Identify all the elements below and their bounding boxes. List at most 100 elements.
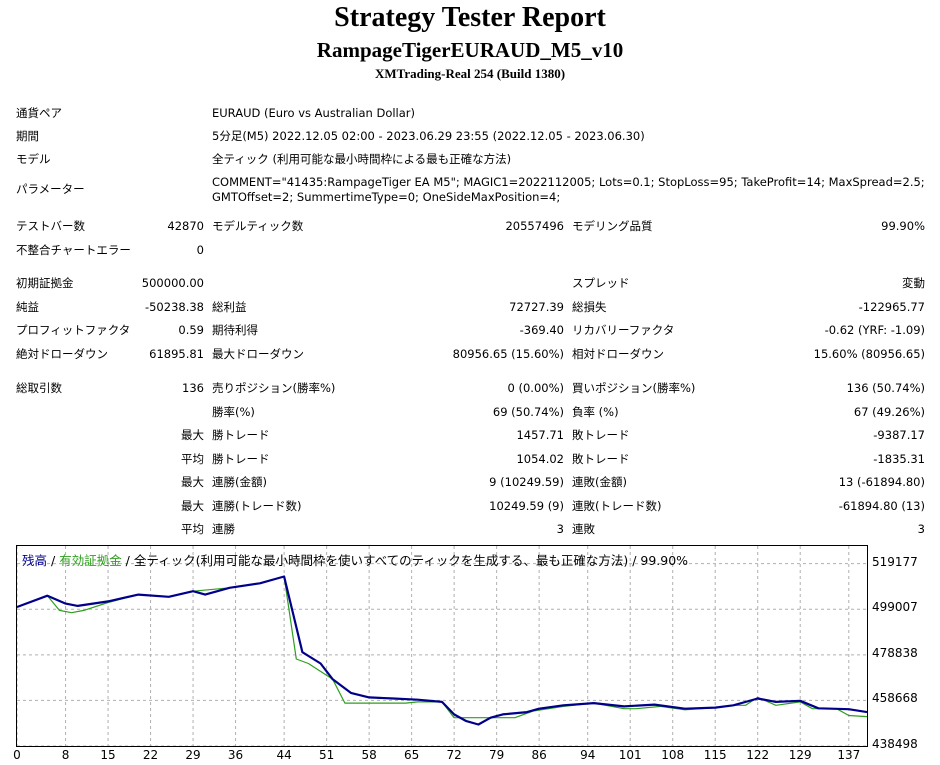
x-tick-label: 15 xyxy=(100,748,116,762)
x-tick-label: 94 xyxy=(580,748,596,762)
x-tick-label: 44 xyxy=(276,748,292,762)
expected-value: -369.40 xyxy=(519,323,564,337)
max-cons-wins-label: 連勝(金額) xyxy=(212,475,267,489)
balance-chart xyxy=(16,546,868,747)
y-tick-label: 438498 xyxy=(872,737,918,751)
expected-label: 期待利得 xyxy=(212,323,258,337)
max-cons-profit-value: 10249.59 (9) xyxy=(489,499,564,513)
y-tick-label: 458668 xyxy=(872,691,918,706)
x-tick-label: 115 xyxy=(703,748,727,762)
x-tick-label: 36 xyxy=(227,748,244,762)
x-tick-label: 86 xyxy=(531,748,547,762)
largest-loss-value: -9387.17 xyxy=(873,428,925,442)
x-tick-label: 122 xyxy=(746,748,770,762)
params-line1: COMMENT="41435:RampageTiger EA M5"; MAGI… xyxy=(212,175,925,189)
spread-label: スプレッド xyxy=(572,276,630,290)
x-tick-label: 129 xyxy=(788,748,812,762)
balance-chart-frame xyxy=(16,545,868,747)
x-tick-label: 58 xyxy=(361,748,377,762)
gross-loss-label: 総損失 xyxy=(572,300,607,314)
deposit-label: 初期証拠金 xyxy=(16,276,74,290)
pf-value: 0.59 xyxy=(178,323,204,337)
report-title: Strategy Tester Report xyxy=(334,2,606,33)
symbol-value: EURAUD (Euro vs Australian Dollar) xyxy=(212,106,416,120)
x-tick-label: 22 xyxy=(142,748,159,762)
bars-label: テストバー数 xyxy=(16,219,85,233)
deposit-value: 500000.00 xyxy=(141,276,204,290)
server-info: XMTrading-Real 254 (Build 1380) xyxy=(374,66,566,81)
max-cons-loss-label: 連敗(トレード数) xyxy=(572,499,662,513)
bars-value: 42870 xyxy=(167,219,204,233)
max-cons-wins-value: 9 (10249.59) xyxy=(489,475,564,489)
legend-sep: / xyxy=(47,553,60,568)
model-value: 全ティック (利用可能な最小時間枠による最も正確な方法) xyxy=(212,152,512,166)
mismatch-value: 0 xyxy=(196,243,204,257)
ticks-value: 20557496 xyxy=(505,219,564,233)
x-tick-label: 108 xyxy=(661,748,685,762)
long-value: 136 (50.74%) xyxy=(846,381,925,395)
x-tick-label: 29 xyxy=(185,748,201,762)
max-dd-label: 最大ドローダウン xyxy=(212,347,304,361)
avg-cons-losses-label: 連敗 xyxy=(572,522,595,536)
quality-label: モデリング品質 xyxy=(572,219,653,233)
avg-label-1: 平均 xyxy=(181,452,204,466)
y-tick-label: 519177 xyxy=(872,554,918,569)
x-tick-label: 0 xyxy=(13,748,21,762)
period-label: 期間 xyxy=(16,129,39,143)
avg-label-2: 平均 xyxy=(181,522,204,536)
winrate-value: 69 (50.74%) xyxy=(492,405,564,419)
pf-label: プロフィットファクタ xyxy=(16,323,131,337)
symbol-label: 通貨ペア xyxy=(16,106,62,120)
gross-loss-value: -122965.77 xyxy=(858,300,925,314)
y-tick-label: 478838 xyxy=(872,645,918,660)
short-value: 0 (0.00%) xyxy=(507,381,564,395)
quality-value: 99.90% xyxy=(881,219,925,233)
winrate-label: 勝率(%) xyxy=(212,405,255,419)
balance-line xyxy=(16,575,868,726)
max-cons-profit-label: 連勝(トレード数) xyxy=(212,499,302,513)
max-cons-losses-value: 13 (-61894.80) xyxy=(838,475,925,489)
period-value: 5分足(M5) 2022.12.05 02:00 - 2023.06.29 23… xyxy=(212,129,645,143)
avg-cons-wins-value: 3 xyxy=(556,522,564,536)
max-label-3: 最大 xyxy=(181,499,204,513)
equity-line xyxy=(16,575,868,719)
rel-dd-label: 相対ドローダウン xyxy=(572,347,664,361)
net-value: -50238.38 xyxy=(144,300,204,314)
largest-win-value: 1457.71 xyxy=(516,428,564,442)
trades-value: 136 xyxy=(182,381,204,395)
y-tick-label: 499007 xyxy=(872,600,918,615)
largest-loss-label: 敗トレード xyxy=(572,428,630,442)
ea-name: RampageTigerEURAUD_M5_v10 xyxy=(316,38,624,62)
long-label: 買いポジション(勝率%) xyxy=(572,381,696,395)
avg-cons-wins-label: 連勝 xyxy=(212,522,235,536)
x-tick-label: 51 xyxy=(319,748,335,762)
lossrate-label: 負率 (%) xyxy=(572,405,619,419)
short-label: 売りポジション(勝率%) xyxy=(212,381,336,395)
net-label: 純益 xyxy=(16,300,39,314)
gross-profit-value: 72727.39 xyxy=(509,300,564,314)
params-line2: GMTOffset=2; SummertimeType=0; OneSideMa… xyxy=(212,190,561,204)
chart-legend: 残高 / 有効証拠金 / 全ティック(利用可能な最小時間枠を使いすべてのティック… xyxy=(22,550,688,569)
max-dd-value: 80956.65 (15.60%) xyxy=(452,347,564,361)
lossrate-value: 67 (49.26%) xyxy=(853,405,925,419)
abs-dd-label: 絶対ドローダウン xyxy=(16,347,108,361)
x-tick-label: 101 xyxy=(618,748,642,762)
avg-win-label: 勝トレード xyxy=(212,452,270,466)
avg-win-value: 1054.02 xyxy=(516,452,564,466)
abs-dd-value: 61895.81 xyxy=(149,347,204,361)
avg-loss-label: 敗トレード xyxy=(572,452,630,466)
max-label-2: 最大 xyxy=(181,475,204,489)
legend-equity: 有効証拠金 xyxy=(59,553,122,568)
x-tick-label: 65 xyxy=(404,748,420,762)
legend-rest: / 全ティック(利用可能な最小時間枠を使いすべてのティックを生成する、最も正確な… xyxy=(121,553,689,568)
x-tick-label: 8 xyxy=(61,748,70,762)
recovery-value: -0.62 (YRF: -1.09) xyxy=(824,323,925,337)
avg-cons-losses-value: 3 xyxy=(917,522,925,536)
legend-balance: 残高 xyxy=(22,553,48,568)
x-tick-label: 72 xyxy=(446,748,462,762)
x-tick-label: 137 xyxy=(837,748,861,762)
max-cons-losses-label: 連敗(金額) xyxy=(572,475,627,489)
recovery-label: リカバリーファクタ xyxy=(572,323,675,337)
rel-dd-value: 15.60% (80956.65) xyxy=(813,347,925,361)
spread-value: 変動 xyxy=(902,276,925,290)
